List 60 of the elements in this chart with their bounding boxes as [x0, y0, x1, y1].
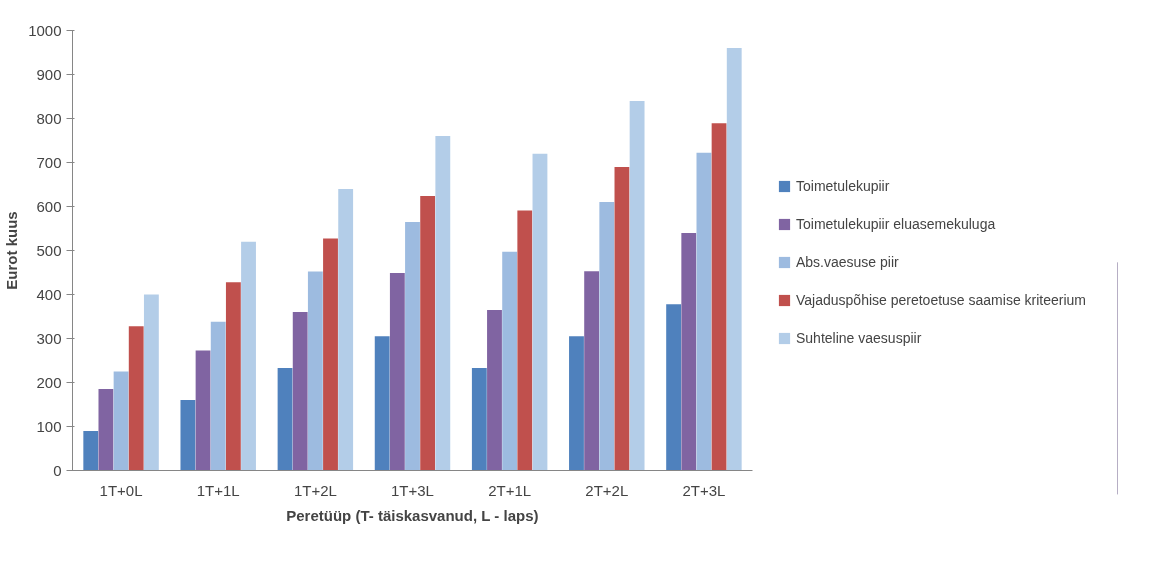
x-tick-label: 1T+0L	[99, 481, 143, 499]
bar	[569, 336, 584, 471]
bar	[420, 195, 436, 471]
bar	[241, 241, 256, 471]
bar	[389, 272, 405, 471]
bar	[83, 430, 99, 471]
bar	[487, 309, 502, 471]
legend-label: Toimetulekupiir eluasemekuluga	[796, 216, 996, 232]
legend-label: Vajaduspõhise peretoetuse saamise kriteerium	[796, 292, 1087, 308]
bar	[599, 202, 615, 471]
bar	[323, 238, 338, 471]
bar	[726, 48, 742, 471]
bar	[696, 152, 712, 471]
bar	[113, 371, 129, 471]
y-tick-label: 1000	[28, 21, 62, 39]
x-tick-label: 2T+2L	[585, 481, 629, 499]
bar	[307, 271, 323, 471]
legend-label: Abs.vaesuse piir	[796, 254, 899, 270]
y-tick-label: 500	[36, 241, 62, 259]
bar	[629, 100, 645, 471]
bar	[614, 166, 630, 471]
bar	[681, 232, 697, 471]
bar	[98, 389, 114, 471]
x-tick-label: 2T+1L	[488, 481, 532, 499]
y-tick-label: 900	[36, 65, 62, 83]
y-tick-label: 600	[36, 197, 62, 215]
bar	[374, 336, 390, 471]
legend-label: Suhteline vaesuspiir	[796, 330, 922, 346]
y-tick-label: 300	[36, 329, 62, 347]
bar	[292, 312, 308, 471]
x-tick-label: 1T+3L	[391, 481, 434, 499]
bar	[225, 282, 241, 471]
bar	[277, 367, 293, 471]
y-tick-label: 400	[36, 285, 62, 303]
bar	[435, 136, 451, 471]
bar	[584, 271, 600, 471]
x-tick-label: 1T+1L	[196, 481, 240, 499]
y-tick-label: 700	[36, 153, 62, 171]
y-tick-label: 100	[36, 417, 62, 435]
x-axis-title: Peretüüp (T- täiskasvanud, L - laps)	[286, 506, 539, 524]
bar	[128, 326, 144, 471]
y-axis-title: Eurot kuus	[3, 211, 21, 290]
bar	[711, 123, 727, 471]
bar	[180, 400, 196, 471]
bar	[210, 321, 226, 471]
legend-label: Toimetulekupiir	[796, 178, 890, 194]
bar	[471, 367, 487, 471]
x-tick-label: 1T+2L	[293, 481, 337, 499]
bar	[517, 210, 533, 471]
y-tick-label: 200	[36, 373, 62, 391]
y-tick-label: 0	[53, 461, 62, 479]
bar	[405, 221, 420, 471]
bar	[502, 251, 518, 471]
bar	[666, 304, 682, 471]
bar	[143, 294, 159, 471]
bar	[338, 188, 354, 471]
y-tick-label: 800	[36, 109, 62, 127]
bar	[195, 350, 211, 471]
x-tick-label: 2T+3L	[682, 481, 726, 499]
bar	[532, 153, 548, 471]
